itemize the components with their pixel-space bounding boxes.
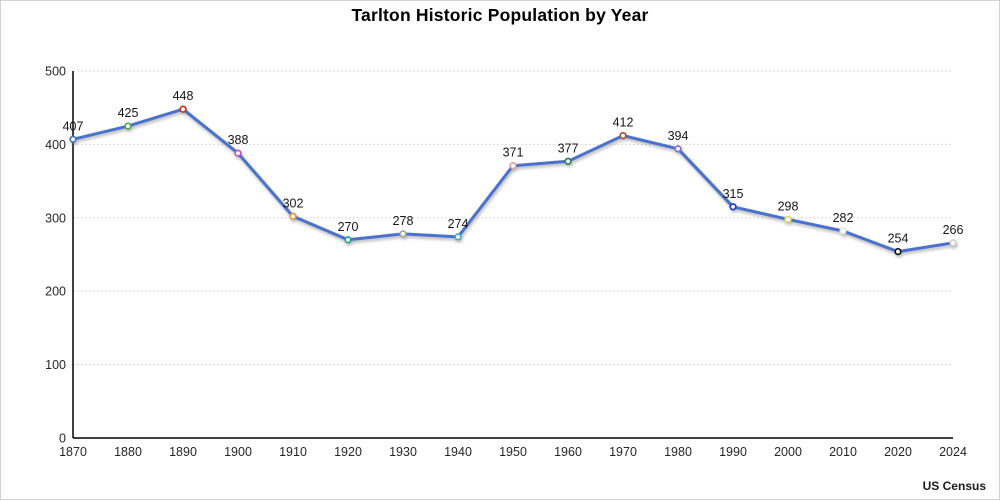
data-point-marker (124, 122, 132, 130)
data-label: 302 (283, 196, 304, 210)
data-label: 371 (503, 146, 524, 160)
data-label: 394 (668, 129, 689, 143)
data-label: 274 (448, 217, 469, 231)
data-label: 407 (63, 119, 84, 133)
y-tick-label: 0 (59, 432, 66, 446)
population-line (71, 107, 955, 254)
x-tick-label: 1990 (719, 445, 747, 459)
y-tick-label: 100 (45, 358, 66, 372)
data-label: 282 (833, 211, 854, 225)
x-tick-label: 1930 (389, 445, 417, 459)
data-point-marker (784, 215, 792, 223)
data-label: 412 (613, 116, 634, 130)
data-point-marker (674, 145, 682, 153)
source-label: US Census (922, 479, 986, 493)
data-point-marker (894, 247, 902, 256)
x-tick-label: 1920 (334, 445, 362, 459)
x-tick-label: 1870 (59, 445, 87, 459)
data-point-marker (289, 212, 297, 220)
data-label: 266 (943, 223, 964, 237)
x-tick-label: 1900 (224, 445, 252, 459)
x-tick-label: 2020 (884, 445, 912, 459)
data-point-marker (839, 227, 847, 235)
y-tick-label: 500 (45, 65, 66, 79)
y-tick-label: 300 (45, 211, 66, 225)
data-label: 254 (888, 232, 909, 246)
y-tick-label: 400 (45, 138, 66, 152)
data-label: 315 (723, 187, 744, 201)
data-point-marker (619, 131, 627, 140)
data-label: 270 (338, 220, 359, 234)
data-point-marker (179, 105, 187, 113)
data-point-marker (344, 236, 352, 244)
y-tick-label: 200 (45, 285, 66, 299)
chart-title: Tarlton Historic Population by Year (351, 5, 649, 25)
x-tick-label: 1910 (279, 445, 307, 459)
x-tick-label: 1970 (609, 445, 637, 459)
data-label: 448 (173, 89, 194, 103)
data-label: 298 (778, 199, 799, 213)
x-tick-label: 1950 (499, 445, 527, 459)
x-tick-label: 1880 (114, 445, 142, 459)
data-label: 278 (393, 214, 414, 228)
x-tick-label: 2000 (774, 445, 802, 459)
data-label: 388 (228, 133, 249, 147)
data-point-marker (69, 135, 77, 143)
series-population (69, 105, 957, 256)
data-point-marker (564, 157, 572, 165)
x-tick-label: 1940 (444, 445, 472, 459)
data-point-marker (949, 239, 957, 247)
x-tick-label: 1980 (664, 445, 692, 459)
x-tick-label: 1890 (169, 445, 197, 459)
data-point-marker (399, 230, 407, 238)
data-label: 425 (118, 106, 139, 120)
x-tick-label: 2010 (829, 445, 857, 459)
data-point-marker (454, 233, 462, 241)
data-point-marker (509, 162, 517, 170)
x-tick-label: 2024 (939, 445, 967, 459)
data-point-marker (234, 149, 242, 157)
x-tick-label: 1960 (554, 445, 582, 459)
data-point-marker (729, 203, 737, 211)
data-label: 377 (558, 141, 579, 155)
